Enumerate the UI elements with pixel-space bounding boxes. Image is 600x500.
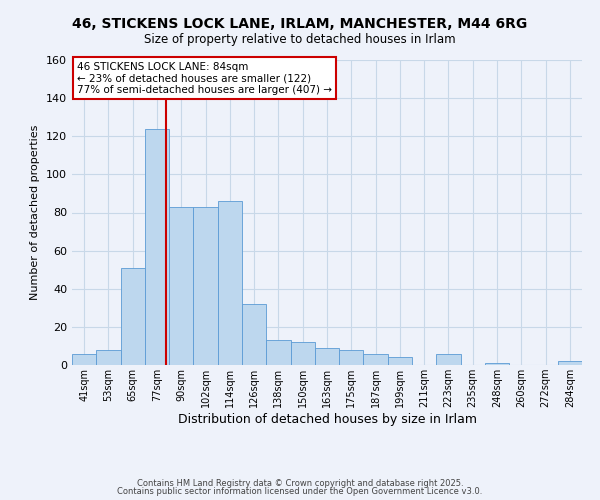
Bar [242,304,266,365]
X-axis label: Distribution of detached houses by size in Irlam: Distribution of detached houses by size … [178,413,476,426]
Bar [218,201,242,365]
Bar [96,350,121,365]
Text: Size of property relative to detached houses in Irlam: Size of property relative to detached ho… [144,32,456,46]
Bar [121,268,145,365]
Text: 46, STICKENS LOCK LANE, IRLAM, MANCHESTER, M44 6RG: 46, STICKENS LOCK LANE, IRLAM, MANCHESTE… [73,18,527,32]
Bar [485,363,509,365]
Bar [388,358,412,365]
Bar [436,354,461,365]
Bar [315,348,339,365]
Bar [169,207,193,365]
Text: Contains public sector information licensed under the Open Government Licence v3: Contains public sector information licen… [118,487,482,496]
Text: Contains HM Land Registry data © Crown copyright and database right 2025.: Contains HM Land Registry data © Crown c… [137,478,463,488]
Bar [290,342,315,365]
Bar [364,354,388,365]
Bar [558,361,582,365]
Bar [339,350,364,365]
Bar [145,128,169,365]
Bar [266,340,290,365]
Bar [72,354,96,365]
Text: 46 STICKENS LOCK LANE: 84sqm
← 23% of detached houses are smaller (122)
77% of s: 46 STICKENS LOCK LANE: 84sqm ← 23% of de… [77,62,332,94]
Y-axis label: Number of detached properties: Number of detached properties [31,125,40,300]
Bar [193,207,218,365]
